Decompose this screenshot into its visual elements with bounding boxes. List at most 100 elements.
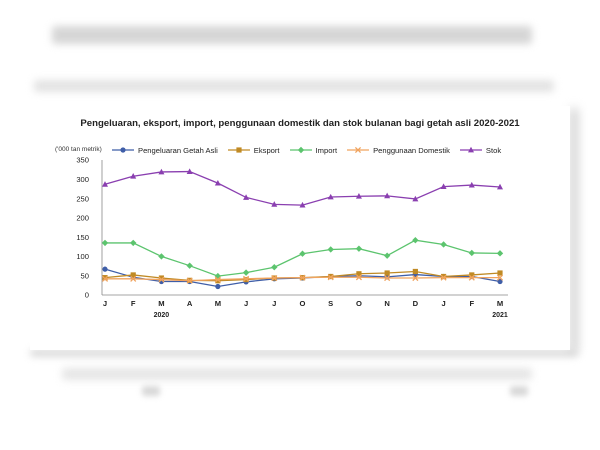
data-point: [497, 183, 503, 190]
legend-swatch-marker: [236, 147, 242, 153]
legend-label: Import: [315, 145, 338, 155]
data-point: [440, 273, 447, 280]
data-point: [469, 272, 475, 278]
chart-title: Pengeluaran, eksport, import, penggunaan…: [80, 118, 520, 129]
data-point: [412, 274, 419, 282]
y-tick-label: 300: [76, 175, 89, 184]
data-point: [130, 275, 137, 282]
data-point: [327, 274, 334, 281]
data-point: [130, 239, 137, 247]
data-point: [299, 274, 306, 281]
data-point: [158, 253, 165, 260]
blurred-frame-edge: [570, 108, 578, 352]
data-point: [496, 250, 504, 257]
data-point: [101, 239, 109, 247]
data-point: [383, 252, 391, 259]
legend-swatch: [289, 146, 312, 154]
legend-swatch: [459, 146, 482, 153]
data-point: [384, 270, 390, 276]
data-point: [271, 264, 278, 271]
data-point: [327, 193, 334, 200]
data-point: [355, 193, 362, 199]
data-point: [497, 270, 503, 276]
x-tick-label: M: [497, 299, 503, 308]
data-point: [158, 276, 165, 283]
data-point: [496, 274, 504, 281]
y-tick-label: 150: [76, 233, 89, 242]
legend-swatch-marker: [120, 147, 126, 153]
legend-swatch: [347, 146, 370, 154]
data-point: [384, 274, 391, 282]
legend-label: Penggunaan Domestik: [373, 145, 450, 155]
y-tick-label: 50: [81, 271, 89, 280]
data-point: [102, 275, 108, 281]
x-tick-label: F: [469, 299, 474, 308]
legend-item: Import: [289, 145, 338, 155]
x-tick-label: M: [158, 299, 164, 308]
data-point: [299, 250, 306, 257]
data-point: [271, 274, 278, 282]
data-point: [440, 183, 447, 190]
data-point: [130, 272, 136, 278]
legend-swatch: [227, 147, 250, 153]
line-chart: 0 50 100 150 200 250 300 350 J F M A M J J O S O N D J F M 2020…: [76, 156, 508, 319]
data-point: [355, 245, 363, 252]
x-tick-label: J: [272, 299, 276, 308]
x-tick-label: A: [187, 299, 193, 308]
blurred-year-label: [510, 386, 528, 396]
legend-label: Eksport: [253, 145, 280, 155]
x-tick-label: F: [131, 299, 136, 308]
data-point: [158, 275, 165, 281]
data-point: [299, 201, 306, 208]
legend-item: Penggunaan Domestik: [347, 146, 450, 155]
data-point: [158, 168, 165, 175]
series-line: [104, 170, 501, 206]
data-point: [215, 283, 221, 290]
x-tick-label: O: [356, 299, 362, 308]
data-point: [186, 277, 193, 284]
data-point: [468, 274, 475, 281]
x-tick-label: J: [244, 299, 248, 308]
data-point: [356, 271, 362, 277]
data-point: [412, 237, 419, 244]
data-point: [355, 274, 362, 281]
y-tick-label: 100: [76, 252, 89, 261]
y-tick-label: 200: [76, 214, 89, 223]
y-axis-unit-label: ('000 tan metrik): [55, 146, 102, 153]
data-point: [130, 173, 137, 179]
y-tick-label: 0: [85, 291, 89, 300]
blurred-legend: [34, 80, 554, 92]
legend-item: Stok: [459, 145, 502, 155]
data-point: [412, 268, 418, 275]
data-point: [102, 181, 108, 187]
y-tick-label: 250: [76, 194, 89, 203]
data-point: [440, 274, 447, 281]
year-label: 2020: [154, 312, 170, 319]
legend-label: Pengeluaran Getah Asli: [138, 145, 218, 155]
data-point: [102, 266, 108, 272]
data-point: [412, 195, 419, 202]
legend-item: Eksport: [227, 145, 280, 155]
y-tick-label: 350: [76, 156, 89, 165]
data-point: [468, 181, 475, 188]
blurred-frame-edge: [30, 350, 578, 356]
data-point: [271, 201, 278, 207]
legend-swatch-marker: [355, 146, 362, 154]
legend-swatch: [112, 147, 134, 153]
data-point: [214, 179, 221, 186]
x-tick-label: S: [328, 299, 333, 308]
series-line: [105, 239, 501, 277]
x-tick-label: M: [215, 299, 221, 308]
data-point: [243, 194, 250, 200]
data-point: [243, 275, 250, 282]
legend-label: Stok: [485, 145, 502, 155]
data-point: [440, 241, 447, 248]
year-label: 2021: [492, 312, 508, 319]
data-point: [101, 275, 109, 282]
x-tick-label: J: [103, 299, 107, 308]
data-point: [186, 168, 193, 174]
data-point: [242, 269, 250, 276]
legend-swatch-marker: [297, 146, 304, 154]
blurred-title: [52, 26, 532, 44]
